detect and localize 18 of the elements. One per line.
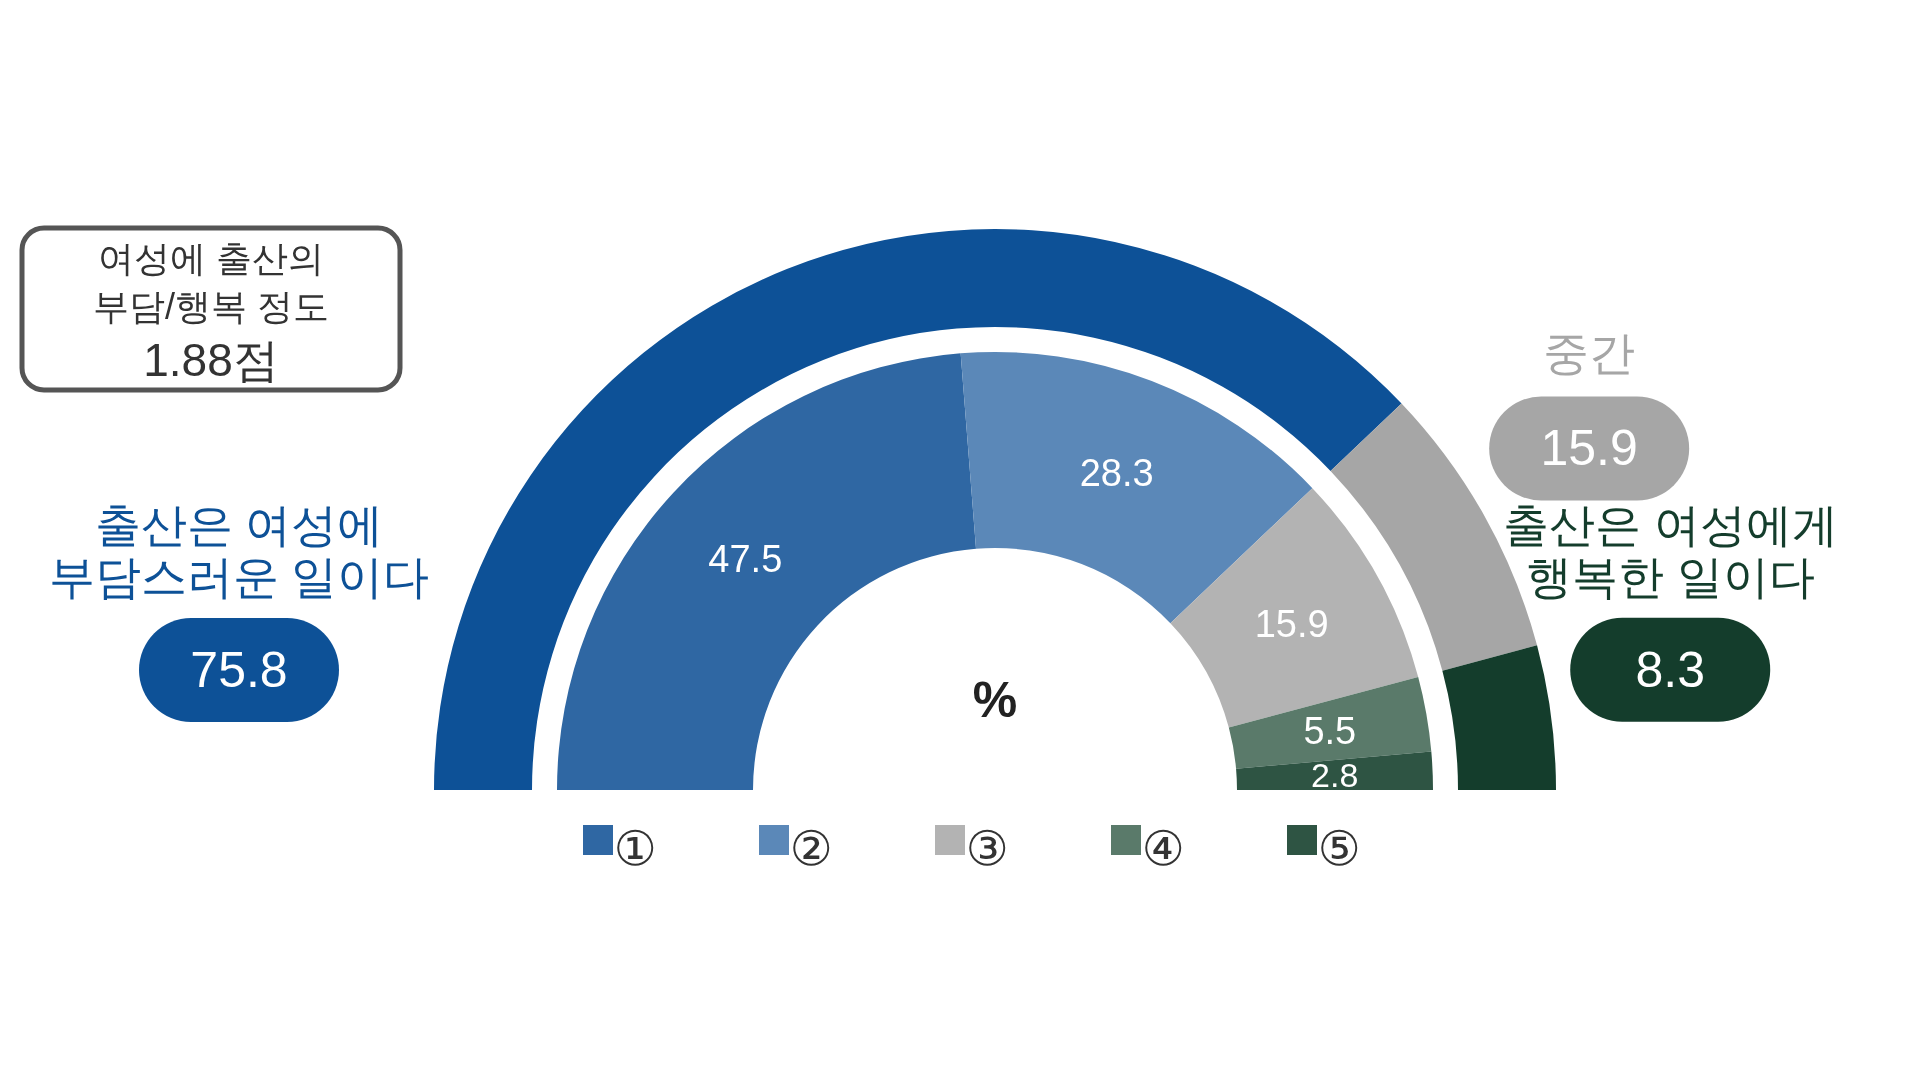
- slice-label: 중간: [1543, 327, 1636, 380]
- slice-label: 출산은 여성에게 행복한 일이다: [1502, 498, 1838, 603]
- legend-label: ⑤: [1317, 821, 1361, 875]
- data-label: 5.5: [1303, 710, 1357, 753]
- legend-label: ③: [965, 821, 1009, 875]
- data-label: 15.9: [1540, 420, 1638, 477]
- text: 여성에 출산의 부담/행복 정도 1.88점: [92, 237, 330, 386]
- data-label: 47.5: [708, 538, 783, 581]
- data-label: 15.9: [1254, 602, 1329, 645]
- slice-label: 출산은 여성에 부담스러운 일이다: [48, 499, 430, 603]
- data-label: 8.3: [1635, 641, 1705, 698]
- legend-label: ②: [789, 821, 833, 875]
- data-label: 28.3: [1079, 451, 1154, 494]
- legend-label: ④: [1141, 821, 1185, 875]
- legend-label: ①: [613, 821, 657, 875]
- data-label: 75.8: [190, 642, 288, 698]
- data-label: 2.8: [1311, 756, 1359, 795]
- text: %: [972, 672, 1018, 728]
